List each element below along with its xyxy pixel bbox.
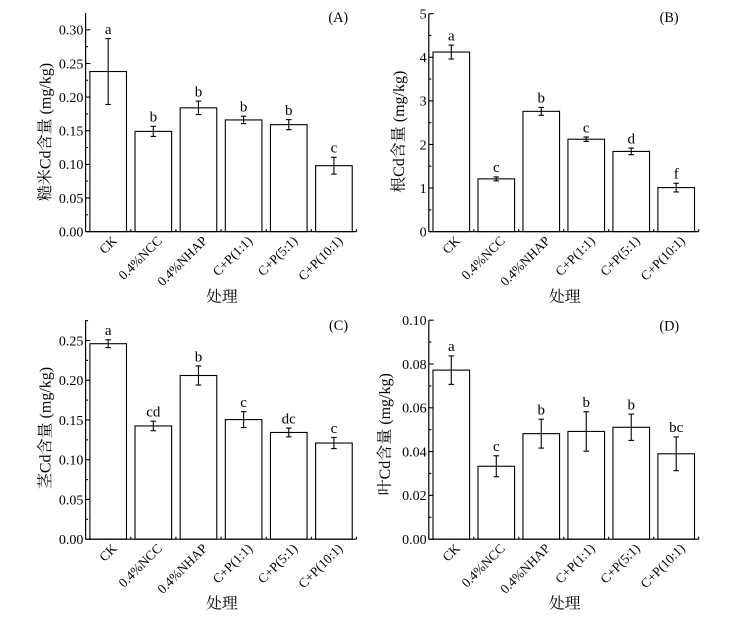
svg-text:0.15: 0.15 xyxy=(59,125,84,140)
svg-text:c: c xyxy=(583,120,590,136)
svg-text:a: a xyxy=(105,22,112,38)
svg-text:c: c xyxy=(240,395,247,411)
svg-text:b: b xyxy=(150,110,158,126)
svg-text:(B): (B) xyxy=(660,10,679,26)
svg-text:c: c xyxy=(331,421,338,437)
svg-text:0.25: 0.25 xyxy=(59,57,84,72)
svg-text:cd: cd xyxy=(146,404,161,420)
svg-text:(mg/kg): (mg/kg) xyxy=(37,63,54,115)
svg-text:(C): (C) xyxy=(329,318,348,334)
svg-text:b: b xyxy=(195,349,203,365)
svg-text:0.00: 0.00 xyxy=(402,533,427,548)
svg-text:0.10: 0.10 xyxy=(59,158,84,173)
svg-text:b: b xyxy=(538,91,546,107)
svg-text:0.15: 0.15 xyxy=(59,414,84,429)
svg-text:0.06: 0.06 xyxy=(402,402,427,417)
svg-text:b: b xyxy=(627,397,635,413)
svg-text:a: a xyxy=(448,28,455,44)
svg-text:0.30: 0.30 xyxy=(59,24,84,39)
svg-text:0.20: 0.20 xyxy=(59,91,84,106)
svg-text:(D): (D) xyxy=(659,319,679,335)
svg-text:3: 3 xyxy=(420,95,427,110)
svg-text:0.04: 0.04 xyxy=(402,445,427,460)
svg-text:dc: dc xyxy=(282,411,297,427)
svg-text:0.20: 0.20 xyxy=(59,374,84,389)
svg-text:f: f xyxy=(674,167,679,183)
svg-text:c: c xyxy=(331,141,338,157)
svg-text:(mg/kg): (mg/kg) xyxy=(391,71,408,123)
svg-text:1: 1 xyxy=(420,182,427,197)
svg-text:b: b xyxy=(582,395,590,411)
svg-text:b: b xyxy=(538,402,546,418)
svg-text:(mg/kg): (mg/kg) xyxy=(38,367,55,419)
svg-text:a: a xyxy=(105,323,112,339)
svg-text:Cd: Cd xyxy=(377,461,394,480)
svg-text:Cd: Cd xyxy=(38,454,55,473)
svg-text:(mg/kg): (mg/kg) xyxy=(377,373,394,425)
svg-text:5: 5 xyxy=(420,8,427,23)
svg-text:4: 4 xyxy=(420,51,427,66)
svg-text:Cd: Cd xyxy=(37,150,54,169)
svg-text:c: c xyxy=(493,160,500,176)
svg-text:0.10: 0.10 xyxy=(402,314,427,329)
svg-text:0.00: 0.00 xyxy=(59,225,84,240)
svg-text:b: b xyxy=(195,84,203,100)
svg-text:bc: bc xyxy=(669,420,684,436)
svg-text:0: 0 xyxy=(420,225,427,240)
svg-text:b: b xyxy=(285,103,293,119)
svg-text:Cd: Cd xyxy=(391,158,408,177)
svg-text:0.25: 0.25 xyxy=(59,334,84,349)
svg-text:0.00: 0.00 xyxy=(59,533,84,548)
svg-text:a: a xyxy=(448,339,455,355)
svg-text:b: b xyxy=(240,100,248,116)
svg-text:0.08: 0.08 xyxy=(402,358,427,373)
svg-text:c: c xyxy=(493,439,500,455)
svg-text:0.02: 0.02 xyxy=(402,489,427,504)
svg-text:0.10: 0.10 xyxy=(59,454,84,469)
svg-text:0.05: 0.05 xyxy=(59,192,84,207)
svg-text:2: 2 xyxy=(420,138,427,153)
svg-text:d: d xyxy=(627,131,635,147)
svg-text:0.05: 0.05 xyxy=(59,493,84,508)
svg-text:(A): (A) xyxy=(328,10,348,26)
